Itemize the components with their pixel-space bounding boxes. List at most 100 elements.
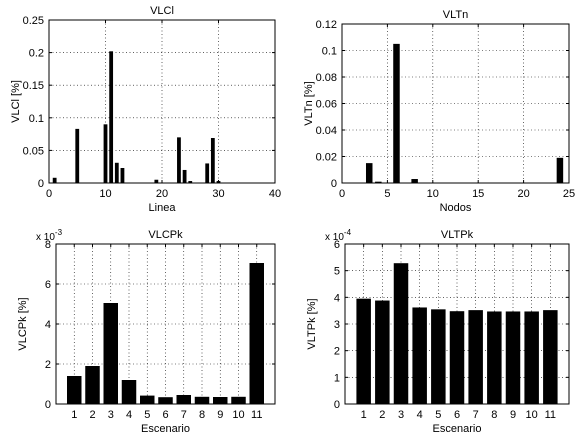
- y-tick-label: 0.02: [316, 152, 337, 164]
- y-tick-label: 1: [334, 372, 340, 384]
- chart-1: 0 0.05 0.1 0.15 0.2 0.25 0 10 20 30 40 VLCl Linea VLC…: [10, 5, 281, 214]
- x-tick-label: 10: [99, 188, 111, 200]
- x-tick-label: 40: [269, 188, 281, 200]
- x-tick-label: 4: [417, 409, 423, 421]
- x-tick-label: 5: [384, 188, 390, 200]
- y-tick-label: 4: [45, 319, 51, 331]
- bar: [194, 396, 210, 404]
- bar: [75, 128, 80, 183]
- x-tick-label: 25: [563, 188, 575, 200]
- y-tick-label: 5: [334, 266, 340, 278]
- chart-2: 0 0.02 0.04 0.06 0.08 0.1 0.12 0 5 10 15 20 25 VLTn No…: [303, 9, 575, 214]
- bar: [67, 376, 82, 404]
- bar: [103, 124, 108, 183]
- y-tick-label: 0.1: [322, 46, 337, 58]
- x-axis-label: Escenario: [433, 423, 482, 435]
- y-tick-label: 4: [334, 292, 340, 304]
- x-axis-label: Nodos: [440, 202, 472, 214]
- bar: [249, 263, 264, 404]
- bar: [356, 298, 371, 404]
- y-tick-label: 6: [45, 279, 51, 291]
- y-tick-label: 0: [38, 178, 44, 190]
- x-tick-label: 15: [472, 188, 484, 200]
- bar: [103, 303, 118, 404]
- y-tick-label: 0.04: [316, 125, 337, 137]
- bar: [188, 181, 193, 183]
- y-scale-factor: x 10-4: [325, 228, 352, 243]
- y-tick-label: 0.1: [29, 113, 44, 125]
- bar: [52, 177, 57, 183]
- y-tick-label: 0: [331, 178, 337, 190]
- x-tick-label: 9: [510, 409, 516, 421]
- bar: [182, 169, 187, 183]
- bar: [158, 397, 173, 404]
- bar: [177, 137, 181, 183]
- bar: [505, 311, 521, 404]
- bar: [114, 162, 119, 183]
- y-tick-label: 8: [45, 239, 51, 251]
- y-tick-label: 0: [45, 399, 51, 411]
- x-axis-label: Escenario: [141, 423, 190, 435]
- bar: [393, 263, 409, 404]
- x-tick-label: 30: [212, 188, 224, 200]
- bar: [210, 138, 215, 183]
- x-tick-label: 10: [232, 409, 244, 421]
- bar: [109, 51, 114, 183]
- x-tick-label: 2: [89, 409, 95, 421]
- chart-title: VLTPk: [441, 229, 474, 241]
- x-tick-label: 0: [46, 188, 52, 200]
- bar: [468, 310, 483, 404]
- bar: [231, 396, 246, 404]
- y-tick-label: 0.12: [316, 19, 337, 31]
- bar: [85, 366, 100, 404]
- x-tick-label: 10: [427, 188, 439, 200]
- x-tick-label: 10: [526, 409, 538, 421]
- y-tick-label: 0.05: [23, 145, 44, 157]
- bar: [121, 380, 137, 404]
- chart-title: VLTn: [443, 9, 468, 21]
- x-tick-label: 3: [398, 409, 404, 421]
- y-scale-factor: x 10-3: [36, 228, 63, 243]
- x-tick-label: 6: [454, 409, 460, 421]
- y-tick-label: 0.25: [23, 15, 44, 27]
- y-tick-label: 0.2: [29, 48, 44, 60]
- bar: [393, 43, 400, 183]
- x-tick-label: 8: [491, 409, 497, 421]
- y-tick-label: 6: [334, 239, 340, 251]
- chart-title: VLCl: [150, 5, 174, 17]
- x-tick-label: 9: [217, 409, 223, 421]
- bar: [154, 179, 159, 183]
- y-tick-label: 0.06: [316, 99, 337, 111]
- x-tick-label: 8: [199, 409, 205, 421]
- bar: [412, 307, 427, 404]
- bar: [375, 181, 382, 183]
- x-axis-label: Linea: [149, 202, 177, 214]
- bar: [556, 157, 564, 183]
- y-tick-label: 3: [334, 319, 340, 331]
- bar: [205, 163, 210, 183]
- y-tick-label: 2: [45, 359, 51, 371]
- y-tick-label: 0: [334, 399, 340, 411]
- y-tick-label: 0.15: [23, 80, 44, 92]
- x-tick-label: 7: [473, 409, 479, 421]
- x-tick-label: 1: [71, 409, 77, 421]
- bar: [375, 300, 390, 404]
- bar: [431, 309, 446, 404]
- x-tick-label: 5: [435, 409, 441, 421]
- x-tick-label: 4: [126, 409, 132, 421]
- bar: [213, 397, 228, 404]
- x-tick-label: 20: [517, 188, 529, 200]
- bar: [543, 310, 558, 404]
- bar: [365, 163, 373, 183]
- x-tick-label: 1: [361, 409, 367, 421]
- bar: [411, 179, 418, 183]
- y-axis-label: VLTPk [%]: [306, 298, 318, 349]
- x-tick-label: 11: [251, 409, 262, 421]
- x-tick-label: 0: [339, 188, 345, 200]
- y-axis-label: VLTn [%]: [303, 81, 315, 125]
- chart-title: VLCPk: [148, 229, 183, 241]
- bar: [449, 311, 465, 404]
